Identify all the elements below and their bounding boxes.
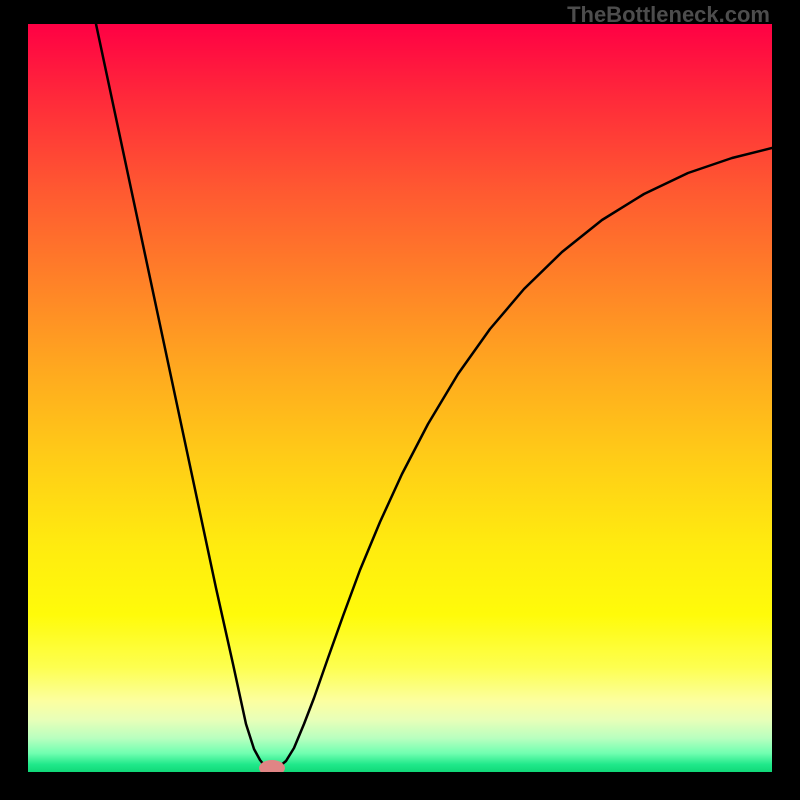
plot-area bbox=[28, 24, 772, 772]
gradient-background bbox=[28, 24, 772, 772]
plot-svg bbox=[28, 24, 772, 772]
watermark-text: TheBottleneck.com bbox=[567, 2, 770, 28]
chart-frame: TheBottleneck.com bbox=[0, 0, 800, 800]
